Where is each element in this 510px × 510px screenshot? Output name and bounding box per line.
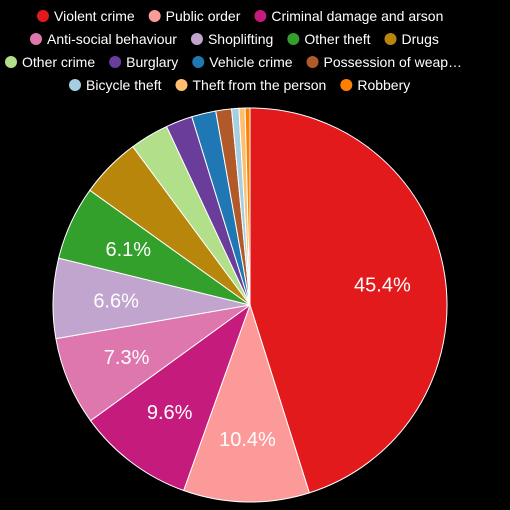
legend-label: Shoplifting [208,31,273,47]
legend-label: Violent crime [54,8,135,24]
legend-label: Drugs [402,31,439,47]
slice-public-order [183,303,310,503]
legend-item-drugs: Drugs [384,31,439,47]
legend-swatch [109,56,122,68]
legend-label: Other theft [304,31,370,47]
slice-label-anti-social-behaviour: 7.3% [104,347,150,369]
legend-swatch [5,56,17,68]
legend-swatch [148,10,161,22]
slice-labels: 45.4% 10.4% 9.6% 7.3% 6.6% 6.1% [93,239,411,451]
slice-label-criminal-damage-and-arson: 9.6% [147,402,193,424]
legend-item-burglary: Burglary [109,54,178,70]
legend-label: Burglary [126,54,178,70]
legend-item-anti-social-behaviour: Anti-social behaviour [30,31,177,47]
legend-swatch [37,10,49,22]
legend-swatch [287,33,300,45]
legend-item-violent-crime: Violent crime [37,8,135,24]
legend-item-robbery: Robbery [340,77,410,93]
legend-swatch [190,33,203,45]
legend-item-other-crime: Other crime [5,54,95,70]
legend-label: Public order [166,8,241,24]
legend-label: Anti-social behaviour [47,31,177,47]
slice-label-violent-crime: 45.4% [354,275,411,297]
legend-label: Bicycle theft [86,77,162,93]
legend-label: Other crime [22,54,95,70]
slice-robbery [244,107,251,306]
legend-label: Theft from the person [192,77,326,93]
slice-violent-crime [249,107,448,494]
legend-swatch [69,79,81,91]
legend-label: Robbery [357,77,410,93]
legend-item-criminal-damage-and-arson: Criminal damage and arson [254,8,443,24]
legend-swatch [192,56,205,68]
legend-swatch [254,10,267,22]
slice-label-public-order: 10.4% [219,429,276,451]
legend-item-public-order: Public order [148,8,241,24]
legend-item-vehicle-crime: Vehicle crime [192,54,293,70]
legend-label: Possession of weap… [324,54,463,70]
legend-item-bicycle-theft: Bicycle theft [69,77,162,93]
slice-criminal-damage-and-arson [89,303,252,492]
legend-item-theft-from-the-person: Theft from the person [175,77,326,93]
legend-item-other-theft: Other theft [287,31,371,47]
legend-swatch [306,56,319,68]
slice-label-shoplifting: 6.6% [93,290,139,312]
legend-swatch [175,79,188,91]
legend: Violent crime Public order Criminal damage… [5,8,462,93]
pie [52,107,448,503]
legend-label: Vehicle crime [209,54,292,70]
slice-label-other-theft: 6.1% [105,239,151,261]
legend-swatch [384,33,397,45]
legend-item-possession-of-weap: Possession of weap… [306,54,463,70]
legend-item-shoplifting: Shoplifting [190,31,273,47]
legend-swatch [30,33,42,45]
legend-label: Criminal damage and arson [271,8,443,24]
legend-swatch [340,79,353,91]
